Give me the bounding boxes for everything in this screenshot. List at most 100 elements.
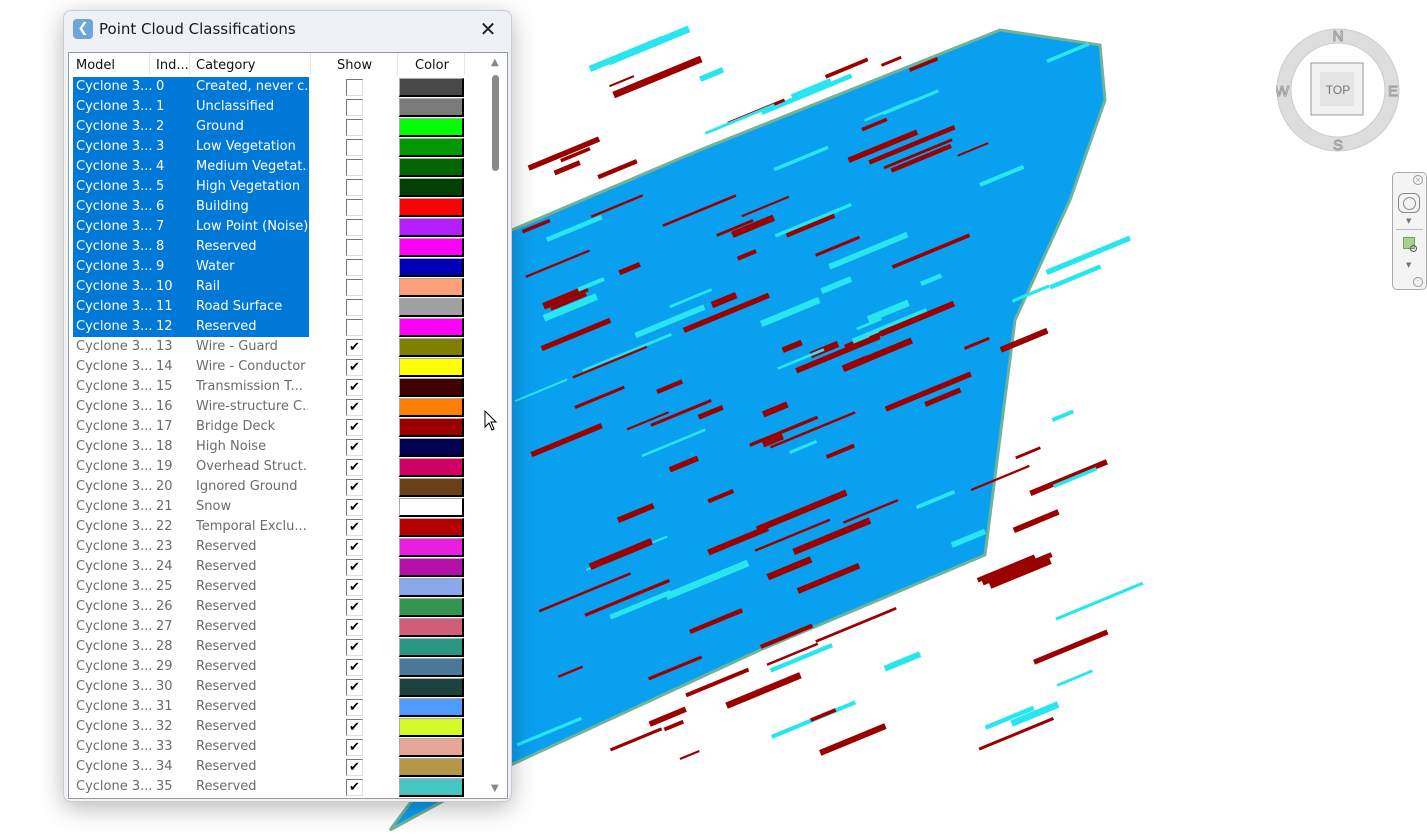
show-checkbox[interactable] (346, 139, 363, 156)
table-row[interactable]: Cyclone 3... 21 Snow ✔ (69, 497, 483, 517)
table-row[interactable]: Cyclone 3... 6 Building (69, 197, 483, 217)
show-checkbox[interactable]: ✔ (346, 639, 363, 656)
table-row[interactable]: Cyclone 3... 18 High Noise ✔ (69, 437, 483, 457)
table-row[interactable]: Cyclone 3... 13 Wire - Guard ✔ (69, 337, 483, 357)
compass-west[interactable]: W (1274, 83, 1290, 101)
color-swatch[interactable] (399, 178, 464, 197)
column-header-show[interactable]: Show (337, 58, 373, 73)
show-checkbox[interactable]: ✔ (346, 339, 363, 356)
show-checkbox[interactable]: ✔ (346, 399, 363, 416)
compass-north[interactable]: N (1332, 28, 1344, 46)
show-checkbox[interactable] (346, 179, 363, 196)
show-checkbox[interactable] (346, 99, 363, 116)
scroll-up-arrow-icon[interactable]: ▲ (491, 57, 499, 68)
table-row[interactable]: Cyclone 3... 2 Ground (69, 117, 483, 137)
color-swatch[interactable] (399, 218, 464, 237)
color-swatch[interactable] (399, 778, 464, 797)
color-swatch[interactable] (399, 738, 464, 757)
chevron-down-icon[interactable]: ▼ (1406, 217, 1412, 225)
show-checkbox[interactable] (346, 259, 363, 276)
show-checkbox[interactable] (346, 219, 363, 236)
table-row[interactable]: Cyclone 3... 20 Ignored Ground ✔ (69, 477, 483, 497)
table-row[interactable]: Cyclone 3... 12 Reserved (69, 317, 483, 337)
color-swatch[interactable] (399, 478, 464, 497)
table-row[interactable]: Cyclone 3... 7 Low Point (Noise) (69, 217, 483, 237)
table-row[interactable]: Cyclone 3... 28 Reserved ✔ (69, 637, 483, 657)
show-checkbox[interactable]: ✔ (346, 559, 363, 576)
table-row[interactable]: Cyclone 3... 22 Temporal Exclu... ✔ (69, 517, 483, 537)
table-row[interactable]: Cyclone 3... 10 Rail (69, 277, 483, 297)
navbar-collapse-icon[interactable]: - (1413, 277, 1423, 287)
show-checkbox[interactable]: ✔ (346, 619, 363, 636)
compass-east[interactable]: E (1387, 83, 1398, 101)
show-checkbox[interactable]: ✔ (346, 719, 363, 736)
color-swatch[interactable] (399, 338, 464, 357)
table-row[interactable]: Cyclone 3... 24 Reserved ✔ (69, 557, 483, 577)
table-row[interactable]: Cyclone 3... 0 Created, never c... (69, 77, 483, 97)
view-cube[interactable]: TOP N S E W (1274, 28, 1400, 155)
show-checkbox[interactable]: ✔ (346, 439, 363, 456)
color-swatch[interactable] (399, 518, 464, 537)
table-row[interactable]: Cyclone 3... 34 Reserved ✔ (69, 757, 483, 777)
show-checkbox[interactable]: ✔ (346, 659, 363, 676)
compass-south[interactable]: S (1332, 137, 1343, 155)
show-checkbox[interactable]: ✔ (346, 359, 363, 376)
column-header-index[interactable]: Ind... (156, 58, 189, 73)
color-swatch[interactable] (399, 658, 464, 677)
color-swatch[interactable] (399, 378, 464, 397)
scroll-down-arrow-icon[interactable]: ▼ (491, 783, 499, 794)
table-row[interactable]: Cyclone 3... 16 Wire-structure C... ✔ (69, 397, 483, 417)
color-swatch[interactable] (399, 358, 464, 377)
color-swatch[interactable] (399, 558, 464, 577)
color-swatch[interactable] (399, 298, 464, 317)
navbar-close-icon[interactable]: × (1413, 175, 1423, 185)
show-checkbox[interactable]: ✔ (346, 419, 363, 436)
color-swatch[interactable] (399, 318, 464, 337)
table-row[interactable]: Cyclone 3... 19 Overhead Struct... ✔ (69, 457, 483, 477)
table-row[interactable]: Cyclone 3... 4 Medium Vegetat... (69, 157, 483, 177)
show-checkbox[interactable]: ✔ (346, 539, 363, 556)
show-checkbox[interactable]: ✔ (346, 459, 363, 476)
color-swatch[interactable] (399, 718, 464, 737)
color-swatch[interactable] (399, 758, 464, 777)
show-checkbox[interactable] (346, 119, 363, 136)
color-swatch[interactable] (399, 258, 464, 277)
column-header-color[interactable]: Color (415, 58, 449, 73)
steering-wheel-icon[interactable] (1398, 193, 1420, 213)
color-swatch[interactable] (399, 638, 464, 657)
color-swatch[interactable] (399, 398, 464, 417)
color-swatch[interactable] (399, 98, 464, 117)
table-row[interactable]: Cyclone 3... 23 Reserved ✔ (69, 537, 483, 557)
show-checkbox[interactable] (346, 79, 363, 96)
table-row[interactable]: Cyclone 3... 5 High Vegetation (69, 177, 483, 197)
dialog-titlebar[interactable]: ❮ Point Cloud Classifications ✕ (64, 11, 511, 49)
color-swatch[interactable] (399, 238, 464, 257)
color-swatch[interactable] (399, 138, 464, 157)
show-checkbox[interactable]: ✔ (346, 519, 363, 536)
show-checkbox[interactable] (346, 319, 363, 336)
color-swatch[interactable] (399, 678, 464, 697)
show-checkbox[interactable] (346, 239, 363, 256)
show-checkbox[interactable]: ✔ (346, 739, 363, 756)
show-checkbox[interactable]: ✔ (346, 479, 363, 496)
color-swatch[interactable] (399, 618, 464, 637)
show-checkbox[interactable]: ✔ (346, 679, 363, 696)
color-swatch[interactable] (399, 538, 464, 557)
table-row[interactable]: Cyclone 3... 9 Water (69, 257, 483, 277)
table-row[interactable]: Cyclone 3... 26 Reserved ✔ (69, 597, 483, 617)
table-row[interactable]: Cyclone 3... 17 Bridge Deck ✔ (69, 417, 483, 437)
table-row[interactable]: Cyclone 3... 30 Reserved ✔ (69, 677, 483, 697)
color-swatch[interactable] (399, 698, 464, 717)
show-checkbox[interactable]: ✔ (346, 599, 363, 616)
table-row[interactable]: Cyclone 3... 15 Transmission T... ✔ (69, 377, 483, 397)
show-checkbox[interactable]: ✔ (346, 779, 363, 796)
show-checkbox[interactable] (346, 279, 363, 296)
show-checkbox[interactable]: ✔ (346, 579, 363, 596)
table-row[interactable]: Cyclone 3... 33 Reserved ✔ (69, 737, 483, 757)
table-row[interactable]: Cyclone 3... 29 Reserved ✔ (69, 657, 483, 677)
color-swatch[interactable] (399, 498, 464, 517)
table-row[interactable]: Cyclone 3... 8 Reserved (69, 237, 483, 257)
show-checkbox[interactable]: ✔ (346, 699, 363, 716)
table-row[interactable]: Cyclone 3... 11 Road Surface (69, 297, 483, 317)
show-checkbox[interactable] (346, 159, 363, 176)
